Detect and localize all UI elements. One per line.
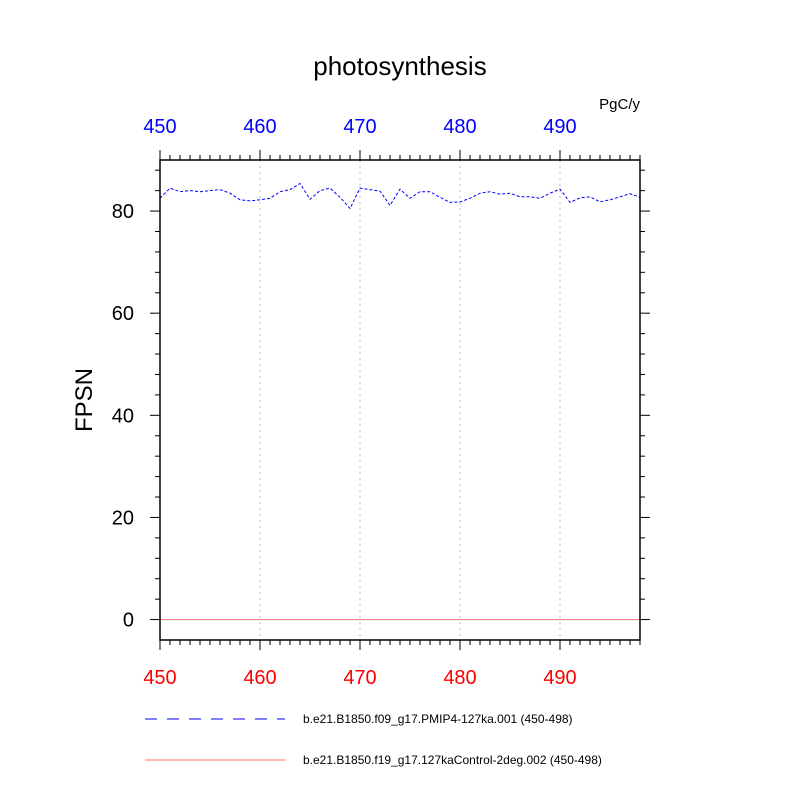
series-line-1: [159, 182, 641, 210]
x-tick-label-bottom: 460: [243, 667, 276, 689]
x-tick-label-top: 460: [243, 116, 276, 138]
x-tick-label-bottom: 450: [143, 667, 176, 689]
y-axis-label: FPSN: [71, 368, 98, 432]
plot-frame: [159, 159, 641, 641]
grid: [259, 160, 561, 640]
y-tick-label: 20: [112, 507, 134, 529]
x-tick-label-top: 490: [543, 116, 576, 138]
legend-label-2: b.e21.B1850.f19_g17.127kaControl-2deg.00…: [303, 753, 602, 767]
y-tick-label: 0: [123, 610, 134, 632]
x-tick-label-top: 470: [343, 116, 376, 138]
x-tick-label-bottom: 470: [343, 667, 376, 689]
y-tick-label: 80: [112, 201, 134, 223]
x-tick-label-bottom: 490: [543, 667, 576, 689]
tick-labels: 450 450 460 460 470 470 480 480 490 490 0 20 40 60 80: [112, 116, 577, 689]
tick-marks: [150, 150, 650, 650]
x-tick-label-top: 480: [443, 116, 476, 138]
chart-title: photosynthesis: [313, 51, 486, 81]
legend-label-1: b.e21.B1850.f09_g17.PMIP4-127ka.001 (450…: [303, 712, 573, 726]
series-layer: [159, 182, 641, 621]
x-tick-label-bottom: 480: [443, 667, 476, 689]
legend: b.e21.B1850.f09_g17.PMIP4-127ka.001 (450…: [145, 712, 602, 767]
y-tick-label: 60: [112, 303, 134, 325]
x-tick-label-top: 450: [143, 116, 176, 138]
units-label: PgC/y: [599, 96, 640, 113]
y-tick-label: 40: [112, 405, 134, 427]
